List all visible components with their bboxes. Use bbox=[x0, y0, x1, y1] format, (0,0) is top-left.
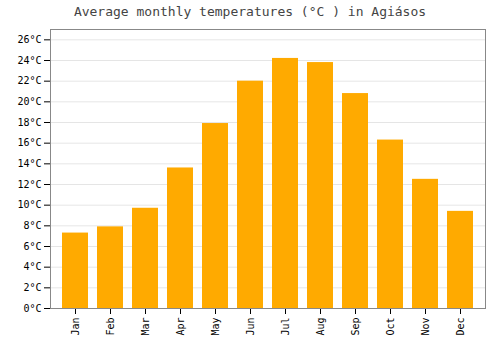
svg-text:Jan: Jan bbox=[70, 318, 81, 336]
svg-text:Sep: Sep bbox=[350, 318, 361, 336]
svg-text:26°C: 26°C bbox=[17, 34, 41, 45]
svg-text:May: May bbox=[210, 318, 221, 336]
svg-text:20°C: 20°C bbox=[17, 96, 41, 107]
svg-text:Mar: Mar bbox=[140, 318, 151, 336]
svg-text:14°C: 14°C bbox=[17, 158, 41, 169]
svg-text:Nov: Nov bbox=[420, 318, 431, 336]
svg-text:Jun: Jun bbox=[245, 318, 256, 336]
svg-text:8°C: 8°C bbox=[23, 220, 41, 231]
svg-text:16°C: 16°C bbox=[17, 137, 41, 148]
svg-text:10°C: 10°C bbox=[17, 199, 41, 210]
svg-text:4°C: 4°C bbox=[23, 261, 41, 272]
svg-text:18°C: 18°C bbox=[17, 117, 41, 128]
svg-text:2°C: 2°C bbox=[23, 282, 41, 293]
svg-text:Feb: Feb bbox=[105, 318, 116, 336]
svg-text:6°C: 6°C bbox=[23, 241, 41, 252]
svg-text:Oct: Oct bbox=[385, 318, 396, 336]
html-text:Average monthly temperatures (: Average monthly temperatures (°C ) in Ag… bbox=[73, 4, 427, 19]
svg-text:Dec: Dec bbox=[455, 318, 466, 336]
svg-text:12°C: 12°C bbox=[17, 179, 41, 190]
svg-text:22°C: 22°C bbox=[17, 75, 41, 86]
svg-text:0°C: 0°C bbox=[23, 303, 41, 314]
svg-text:Apr: Apr bbox=[175, 318, 186, 336]
svg-text:24°C: 24°C bbox=[17, 55, 41, 66]
svg-text:Aug: Aug bbox=[315, 318, 326, 336]
svg-text:Jul: Jul bbox=[280, 318, 291, 336]
